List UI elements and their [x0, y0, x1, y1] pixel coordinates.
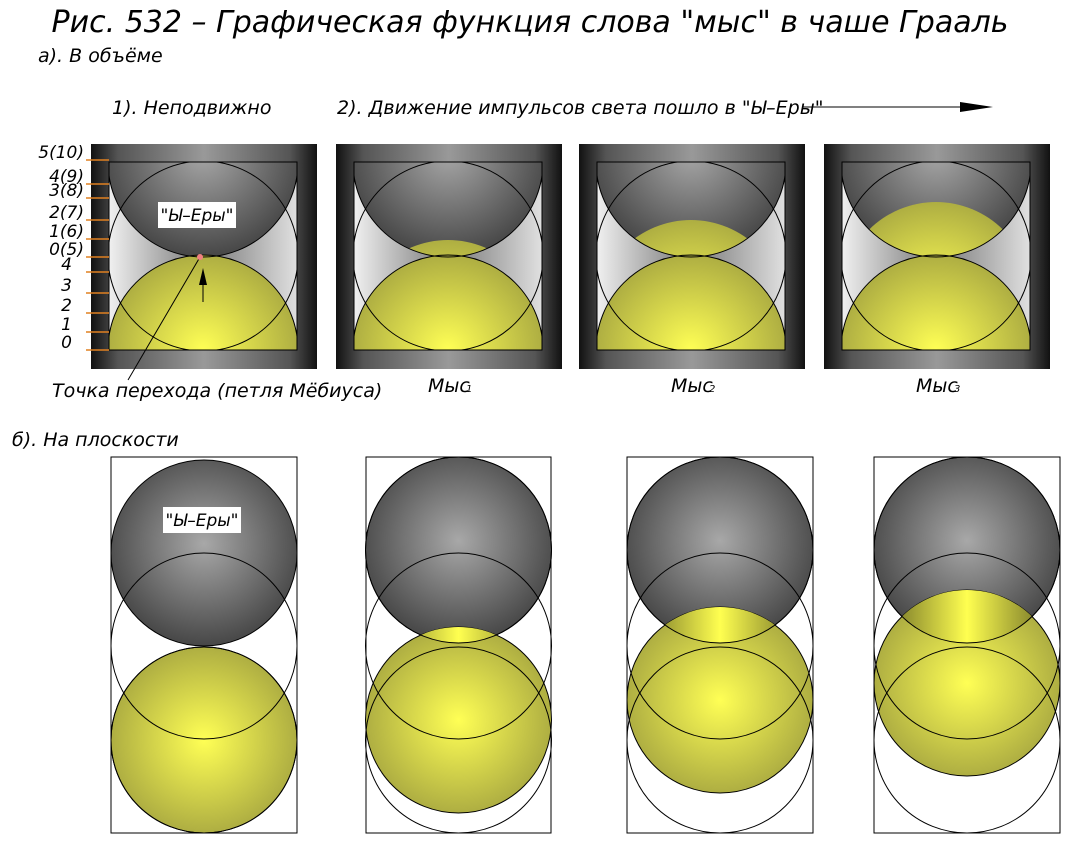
- caption-sub: 1: [466, 384, 472, 395]
- yellow-circle: [365, 626, 552, 814]
- caption: Мыс: [671, 375, 713, 397]
- outline: [110, 552, 298, 740]
- outline: [109, 254, 297, 341]
- cup-inner: [109, 162, 297, 350]
- outline: [365, 456, 552, 644]
- scale-label: 1: [61, 315, 72, 335]
- caption: Мыс: [916, 375, 958, 397]
- outline: [842, 254, 1030, 341]
- outline: [626, 646, 814, 834]
- scale-label: 3(8): [49, 181, 84, 201]
- scale-label: 3: [61, 276, 72, 296]
- scale-label: 4(9): [49, 167, 84, 187]
- outline: [354, 171, 542, 258]
- inner-frame: [353, 161, 543, 351]
- outline: [597, 254, 785, 341]
- inner-frame: [841, 161, 1031, 351]
- dark-bowl: [354, 162, 542, 257]
- outline: [873, 552, 1061, 740]
- title: Рис. 532 – Графическая функция слова "мы…: [52, 5, 1009, 40]
- arrow-head: [960, 102, 993, 112]
- outline: [873, 456, 1061, 644]
- yellow-bowl: [109, 255, 297, 350]
- inner-frame: [108, 161, 298, 351]
- transition-point: [197, 254, 203, 260]
- section-label: б). На плоскости: [12, 429, 179, 451]
- outline: [842, 171, 1030, 258]
- cup-inner: [354, 162, 542, 350]
- scale-label: 1(6): [49, 222, 84, 242]
- caption: Мыс: [428, 375, 470, 397]
- outline: [597, 171, 785, 258]
- yellow-circle: [110, 646, 298, 834]
- cup-inner: [597, 162, 785, 350]
- pointer: [127, 256, 201, 381]
- outline: [110, 646, 298, 834]
- outline: [365, 646, 552, 834]
- scale-label: 0: [61, 333, 72, 353]
- dark-circle: [365, 456, 552, 644]
- transition-label: Точка перехода (петля Мёбиуса): [52, 380, 382, 402]
- scale-label: 2: [61, 296, 72, 316]
- yellow-bowl: [597, 255, 785, 350]
- box-label: "Ы–Еры": [165, 511, 238, 531]
- scale-label: 4: [61, 255, 72, 275]
- caption-sub: 3: [954, 384, 960, 395]
- subheading: 1). Неподвижно: [112, 97, 271, 119]
- inner-frame: [596, 161, 786, 351]
- arrow-head: [199, 268, 207, 285]
- cup-inner: [842, 162, 1030, 350]
- label-box: [163, 507, 241, 533]
- section-label: а). В объёме: [38, 45, 163, 67]
- yellow-bowl: [354, 255, 542, 350]
- label-box: [158, 202, 236, 228]
- scale-label: 2(7): [49, 203, 84, 223]
- outline: [873, 646, 1061, 834]
- outline: [626, 456, 814, 644]
- scale-label: 0(5): [49, 240, 84, 260]
- yellow-bowl: [842, 255, 1030, 350]
- outline: [626, 552, 814, 740]
- subheading: 2). Движение импульсов света пошло в "Ы–…: [337, 97, 823, 119]
- box-label: "Ы–Еры": [160, 206, 233, 226]
- caption-sub: 2: [709, 384, 715, 395]
- outline: [365, 552, 552, 740]
- outline: [354, 254, 542, 341]
- scale-label: 5(10): [38, 143, 84, 163]
